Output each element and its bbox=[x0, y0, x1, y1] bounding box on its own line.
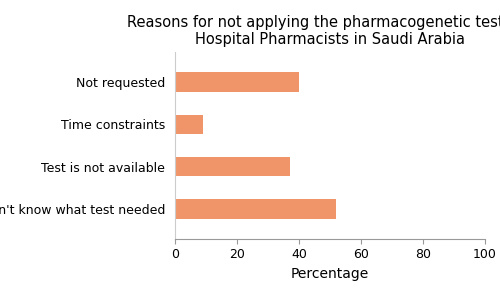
X-axis label: Percentage: Percentage bbox=[291, 267, 369, 281]
Bar bbox=[175, 115, 203, 134]
Bar bbox=[175, 199, 336, 219]
Title: Reasons for not applying the pharmacogenetic tests by
Hospital Pharmacists in Sa: Reasons for not applying the pharmacogen… bbox=[126, 15, 500, 47]
Bar bbox=[175, 157, 290, 176]
Bar bbox=[175, 72, 299, 92]
